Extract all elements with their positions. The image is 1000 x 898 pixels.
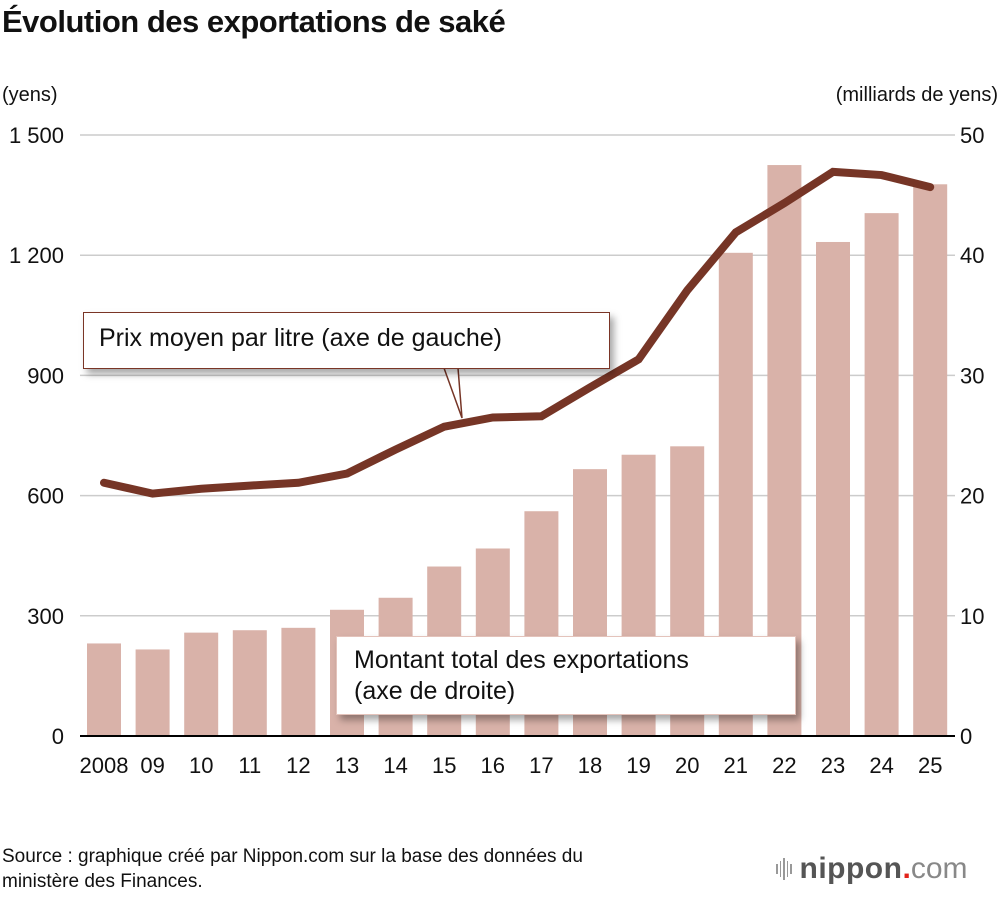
x-tick-label: 09: [140, 753, 164, 778]
source-line-2: ministère des Finances.: [2, 871, 203, 892]
x-tick-label: 19: [626, 753, 650, 778]
x-tick-label: 10: [189, 753, 213, 778]
x-tick-label: 12: [286, 753, 310, 778]
x-tick-label: 13: [335, 753, 359, 778]
left-tick-label: 300: [27, 604, 64, 629]
chart-title: Évolution des exportations de saké: [2, 4, 506, 39]
bar: [135, 649, 170, 736]
logo-tld: com: [910, 852, 968, 885]
bar: [864, 213, 899, 736]
left-tick-label: 600: [27, 484, 64, 509]
source-note: Source : graphique créé par Nippon.com s…: [2, 844, 782, 894]
right-axis-ticks: 0 10 20 30 40 50: [960, 123, 984, 749]
bar: [232, 630, 267, 736]
bar: [87, 643, 121, 736]
right-axis-unit: (milliards de yens): [835, 84, 998, 106]
logo-dot: .: [902, 852, 911, 885]
right-tick-label: 20: [960, 484, 984, 509]
x-tick-label: 18: [578, 753, 602, 778]
x-tick-label: 24: [869, 753, 893, 778]
x-tick-label: 22: [772, 753, 796, 778]
x-tick-label: 14: [383, 753, 407, 778]
x-tick-label: 21: [724, 753, 748, 778]
bar: [913, 184, 948, 737]
logo-brand: nippon: [799, 852, 903, 885]
line-series-price-per-liter: [100, 167, 935, 498]
amount-callout-label-1: Montant total des exportations: [354, 646, 689, 674]
bar: [281, 627, 316, 736]
x-tick-label: 17: [529, 753, 553, 778]
x-tick-label: 2008: [80, 753, 129, 778]
callout-pointer: [442, 367, 463, 419]
bar: [816, 241, 850, 736]
left-axis-ticks: 0 300 600 900 1 200 1 500: [9, 123, 64, 749]
pointer-tail: [442, 367, 463, 419]
x-tick-label: 25: [918, 753, 942, 778]
amount-bar-callout: Montant total des exportations (axe de d…: [336, 636, 796, 715]
left-tick-label: 1 200: [9, 243, 64, 268]
left-tick-label: 900: [27, 363, 64, 388]
x-tick-label: 20: [675, 753, 699, 778]
right-tick-label: 40: [960, 243, 984, 268]
price-line-callout: Prix moyen par litre (axe de gauche): [83, 312, 610, 369]
x-tick-label: 15: [432, 753, 456, 778]
x-tick-label: 23: [821, 753, 845, 778]
x-tick-label: 11: [238, 753, 261, 778]
bar: [184, 632, 219, 736]
price-callout-label: Prix moyen par litre (axe de gauche): [99, 324, 502, 352]
source-line-1: Source : graphique créé par Nippon.com s…: [2, 846, 583, 867]
right-tick-label: 10: [960, 604, 984, 629]
x-tick-label: 16: [481, 753, 505, 778]
left-tick-label: 0: [52, 724, 64, 749]
nippon-logo: nippon. com: [776, 852, 968, 886]
left-tick-label: 1 500: [9, 123, 64, 148]
right-tick-label: 30: [960, 363, 984, 388]
right-tick-label: 0: [960, 724, 972, 749]
right-tick-label: 50: [960, 123, 984, 148]
x-axis-ticks: 2008 09 10 11 12 13 14 15 16 17 18 19 20 21 22 23 24 25: [80, 753, 943, 778]
left-axis-unit: (yens): [2, 84, 58, 106]
soundwave-icon: [776, 858, 792, 880]
amount-callout-label-2: (axe de droite): [354, 677, 516, 705]
price-line: [100, 167, 935, 498]
gridlines: [80, 134, 955, 617]
